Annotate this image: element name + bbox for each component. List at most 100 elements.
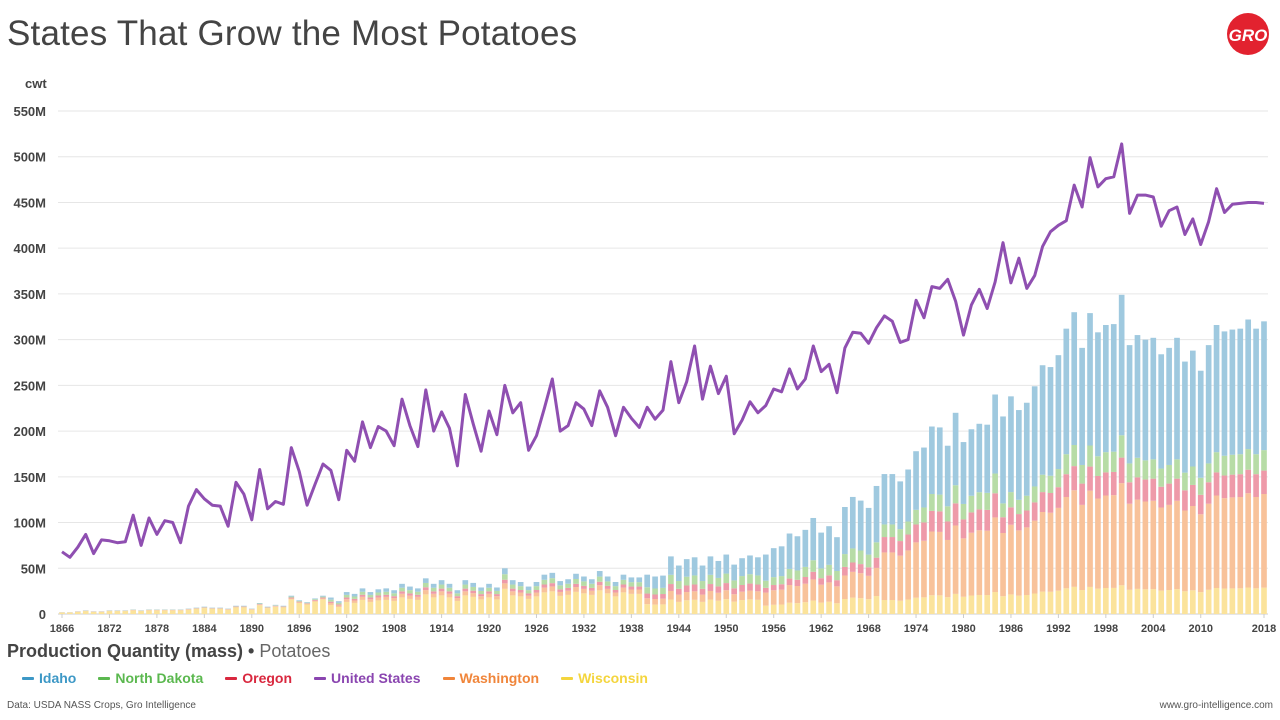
bar-washington <box>367 599 374 602</box>
bar-wisconsin <box>644 604 651 614</box>
bar-wisconsin <box>857 598 864 614</box>
legend-swatch <box>314 676 327 680</box>
bar-wisconsin <box>1118 585 1125 614</box>
bar-wisconsin <box>897 600 904 614</box>
bar-oregon <box>391 596 397 599</box>
bar-north-dakota <box>897 529 904 542</box>
subtitle-crop: Potatoes <box>259 641 331 661</box>
bar-wisconsin <box>248 609 255 614</box>
bar-washington <box>478 596 484 600</box>
bar-north-dakota <box>739 576 745 585</box>
bar-north-dakota <box>707 574 714 585</box>
bar-wisconsin <box>1253 588 1259 614</box>
x-tick-label: 1902 <box>334 623 358 635</box>
bar-wisconsin <box>889 600 896 614</box>
bar-washington <box>375 597 382 601</box>
bar-idaho <box>1158 354 1165 469</box>
bar-wisconsin <box>1087 586 1093 614</box>
bar-washington <box>842 575 848 600</box>
bar-washington <box>549 586 556 592</box>
bar-wisconsin <box>747 599 753 614</box>
bar-oregon <box>502 579 508 584</box>
bar-north-dakota <box>849 548 856 563</box>
bar-oregon <box>747 583 753 591</box>
bar-idaho <box>755 557 761 576</box>
bar-idaho <box>1023 402 1030 496</box>
bar-north-dakota <box>565 583 571 588</box>
bar-wisconsin <box>1016 595 1022 614</box>
chart-subtitle: Production Quantity (mass) • Potatoes <box>7 641 330 662</box>
bar-oregon <box>288 597 295 599</box>
bar-idaho <box>794 536 801 571</box>
y-tick-label: 400M <box>13 241 46 256</box>
bar-wisconsin <box>169 610 176 614</box>
legend-item-north-dakota[interactable]: North Dakota <box>98 670 203 686</box>
bar-washington <box>604 588 611 594</box>
bar-wisconsin <box>154 610 160 614</box>
bar-idaho <box>1087 313 1093 446</box>
bar-washington <box>992 517 998 593</box>
bar-washington <box>533 592 540 597</box>
bar-north-dakota <box>1166 464 1172 484</box>
bar-idaho <box>699 565 706 582</box>
bar-north-dakota <box>438 584 445 589</box>
bar-north-dakota <box>1205 463 1212 483</box>
bar-oregon <box>968 512 975 533</box>
bar-north-dakota <box>596 576 603 582</box>
bar-idaho <box>415 588 421 592</box>
bar-wisconsin <box>272 606 279 614</box>
bar-north-dakota <box>1126 463 1133 483</box>
legend-item-washington[interactable]: Washington <box>442 670 539 686</box>
bar-washington <box>778 589 785 605</box>
bar-north-dakota <box>889 524 896 538</box>
bar-oregon <box>715 586 722 593</box>
bar-north-dakota <box>430 587 437 592</box>
bar-idaho <box>1071 312 1078 445</box>
bar-washington <box>636 589 643 594</box>
legend-item-united-states[interactable]: United States <box>314 670 421 686</box>
bar-idaho <box>818 532 824 569</box>
bar-washington <box>1150 500 1157 590</box>
legend-item-wisconsin[interactable]: Wisconsin <box>561 670 648 686</box>
bar-north-dakota <box>1103 452 1109 473</box>
bar-oregon <box>1063 474 1070 498</box>
bar-oregon <box>1118 457 1125 484</box>
x-tick-label: 1968 <box>856 623 880 635</box>
legend-item-idaho[interactable]: Idaho <box>22 670 76 686</box>
x-tick-label: 1884 <box>192 623 217 635</box>
bar-washington <box>715 592 722 601</box>
bar-wisconsin <box>881 600 888 614</box>
y-tick-label: 150M <box>13 470 46 485</box>
bar-wisconsin <box>849 597 856 614</box>
bar-idaho <box>810 517 817 561</box>
legend-item-oregon[interactable]: Oregon <box>225 670 292 686</box>
bar-north-dakota <box>699 581 706 589</box>
bar-north-dakota <box>533 586 540 590</box>
bar-wisconsin <box>1221 588 1228 614</box>
bar-wisconsin <box>1095 588 1101 614</box>
bar-north-dakota <box>320 596 326 598</box>
x-tick-label: 1992 <box>1046 623 1070 635</box>
bar-oregon <box>351 598 358 601</box>
bar-oregon <box>683 585 690 593</box>
bar-washington <box>328 602 334 605</box>
bar-washington <box>881 552 888 601</box>
bar-washington <box>952 525 959 594</box>
bar-washington <box>320 598 326 600</box>
website-link[interactable]: www.gro-intelligence.com <box>1159 700 1273 711</box>
bar-oregon <box>517 589 524 593</box>
bar-wisconsin <box>1190 590 1196 614</box>
bar-wisconsin <box>581 593 587 614</box>
bar-oregon <box>1190 484 1196 507</box>
legend-label: Oregon <box>242 670 293 686</box>
bar-washington <box>454 598 461 601</box>
bar-north-dakota <box>992 473 998 494</box>
bar-wisconsin <box>826 601 832 614</box>
bar-wisconsin <box>707 599 714 614</box>
bar-wisconsin <box>573 591 579 614</box>
bar-idaho <box>1182 361 1188 473</box>
bar-north-dakota <box>620 579 627 585</box>
bar-washington <box>620 587 627 593</box>
bar-north-dakota <box>541 579 548 585</box>
bar-washington <box>446 593 453 598</box>
